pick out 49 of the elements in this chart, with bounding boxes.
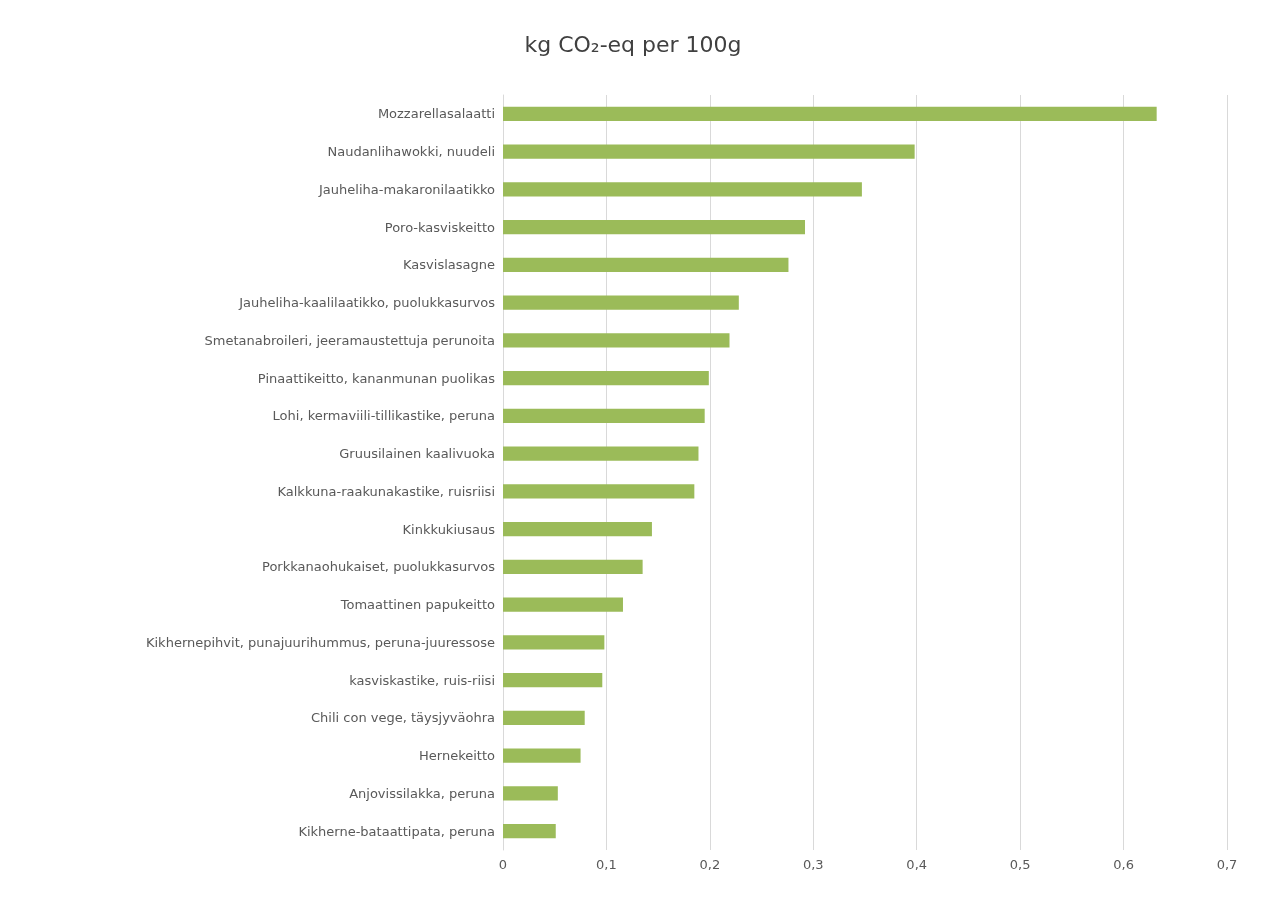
bar	[503, 710, 585, 726]
bar	[503, 823, 556, 839]
bar	[503, 597, 623, 612]
x-tick-label: 0,3	[802, 857, 824, 872]
bar	[503, 257, 789, 273]
bar	[503, 182, 862, 197]
y-tick-label: Lohi, kermaviili-tillikastike, peruna	[272, 408, 495, 424]
y-tick-label: Naudanlihawokki, nuudeli	[327, 144, 495, 160]
x-tick-label: 0	[498, 857, 508, 872]
y-tick-label: Jauheliha-makaronilaatikko	[318, 181, 496, 197]
bar	[503, 219, 806, 235]
bar	[503, 333, 730, 348]
bar	[503, 786, 558, 801]
bar	[503, 635, 605, 650]
y-tick-label: Anjovissilakka, peruna	[349, 785, 495, 801]
y-tick-label: Hernekeitto	[419, 748, 496, 764]
bar	[503, 748, 581, 763]
bar	[503, 446, 699, 461]
y-tick-label: Kalkkuna-raakunakastike, ruisriisi	[277, 483, 495, 499]
x-tick-label: 0,5	[1009, 857, 1031, 872]
bar	[503, 106, 1157, 122]
y-tick-label: Pinaattikeitto, kananmunan puolikas	[257, 370, 496, 386]
y-tick-label: Gruusilainen kaalivuoka	[339, 446, 495, 462]
y-tick-label: Kinkkukiusaus	[402, 521, 496, 537]
y-tick-label: Kasvislasagne	[403, 257, 495, 273]
y-tick-label: kasviskastike, ruis-riisi	[349, 672, 495, 688]
x-tick-label: 0,4	[906, 857, 928, 872]
bar	[503, 144, 915, 159]
x-tick-label: 0,6	[1113, 857, 1134, 872]
x-tick-label: 0,2	[699, 857, 721, 872]
chart-title: kg CO₂-eq per 100g	[524, 31, 742, 57]
y-tick-label: Kikherne-bataattipata, peruna	[298, 823, 495, 839]
y-tick-label: Chili con vege, täysjyväohra	[311, 710, 495, 726]
bar	[503, 672, 603, 688]
x-tick-label: 0,1	[596, 857, 617, 872]
bar	[503, 370, 709, 386]
y-tick-label: Kikhernepihvit, punajuurihummus, peruna-juuressose	[145, 634, 495, 650]
y-tick-label: Poro-kasviskeitto	[384, 219, 496, 235]
y-tick-label: Porkkanaohukaiset, puolukkasurvos	[262, 559, 496, 575]
bar	[503, 521, 652, 537]
y-tick-label: Smetanabroileri, jeeramaustettuja perunoita	[204, 332, 495, 348]
bar	[503, 295, 739, 310]
bar	[503, 484, 695, 499]
y-tick-label: Tomaattinen papukeitto	[339, 597, 496, 613]
bar	[503, 559, 643, 575]
y-tick-label: Mozzarellasalaatti	[377, 106, 495, 122]
x-tick-label: 0,7	[1216, 857, 1238, 872]
bar	[503, 408, 705, 424]
y-tick-label: Jauheliha-kaalilaatikko, puolukkasurvos	[238, 295, 496, 311]
